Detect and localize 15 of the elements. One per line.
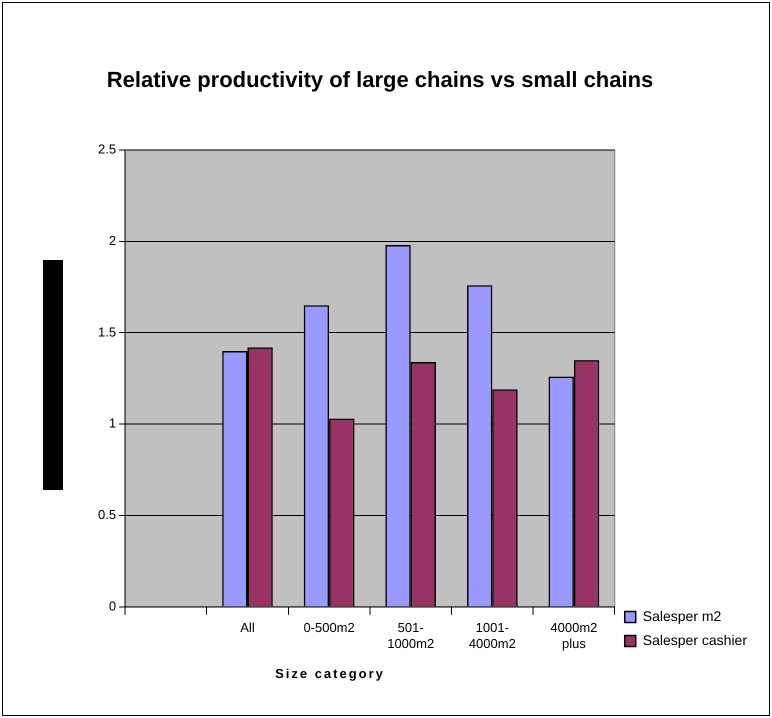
x-tick-label: All xyxy=(240,620,255,636)
x-tick-label: 1001-4000m2 xyxy=(468,620,516,651)
y-tick-label: 2.5 xyxy=(98,142,116,157)
y-tick-label: 1.5 xyxy=(98,324,116,340)
x-tick-label: 501-1000m2 xyxy=(387,620,434,651)
chart-title: Relative productivity of large chains vs small chains xyxy=(106,66,654,94)
legend-label: Salesper cashier xyxy=(642,632,748,648)
y-tick-label: 0 xyxy=(108,598,116,614)
y-tick-label: 0.5 xyxy=(98,507,116,522)
y-tick-label: 1 xyxy=(108,416,116,431)
x-tick-label: 4000m2 plus xyxy=(550,620,598,651)
y-tick-label: 2 xyxy=(108,232,116,248)
x-axis-title: Size category xyxy=(274,666,386,681)
legend-label: Salesper m2 xyxy=(642,608,722,624)
x-tick-label: 0-500m2 xyxy=(303,620,355,636)
